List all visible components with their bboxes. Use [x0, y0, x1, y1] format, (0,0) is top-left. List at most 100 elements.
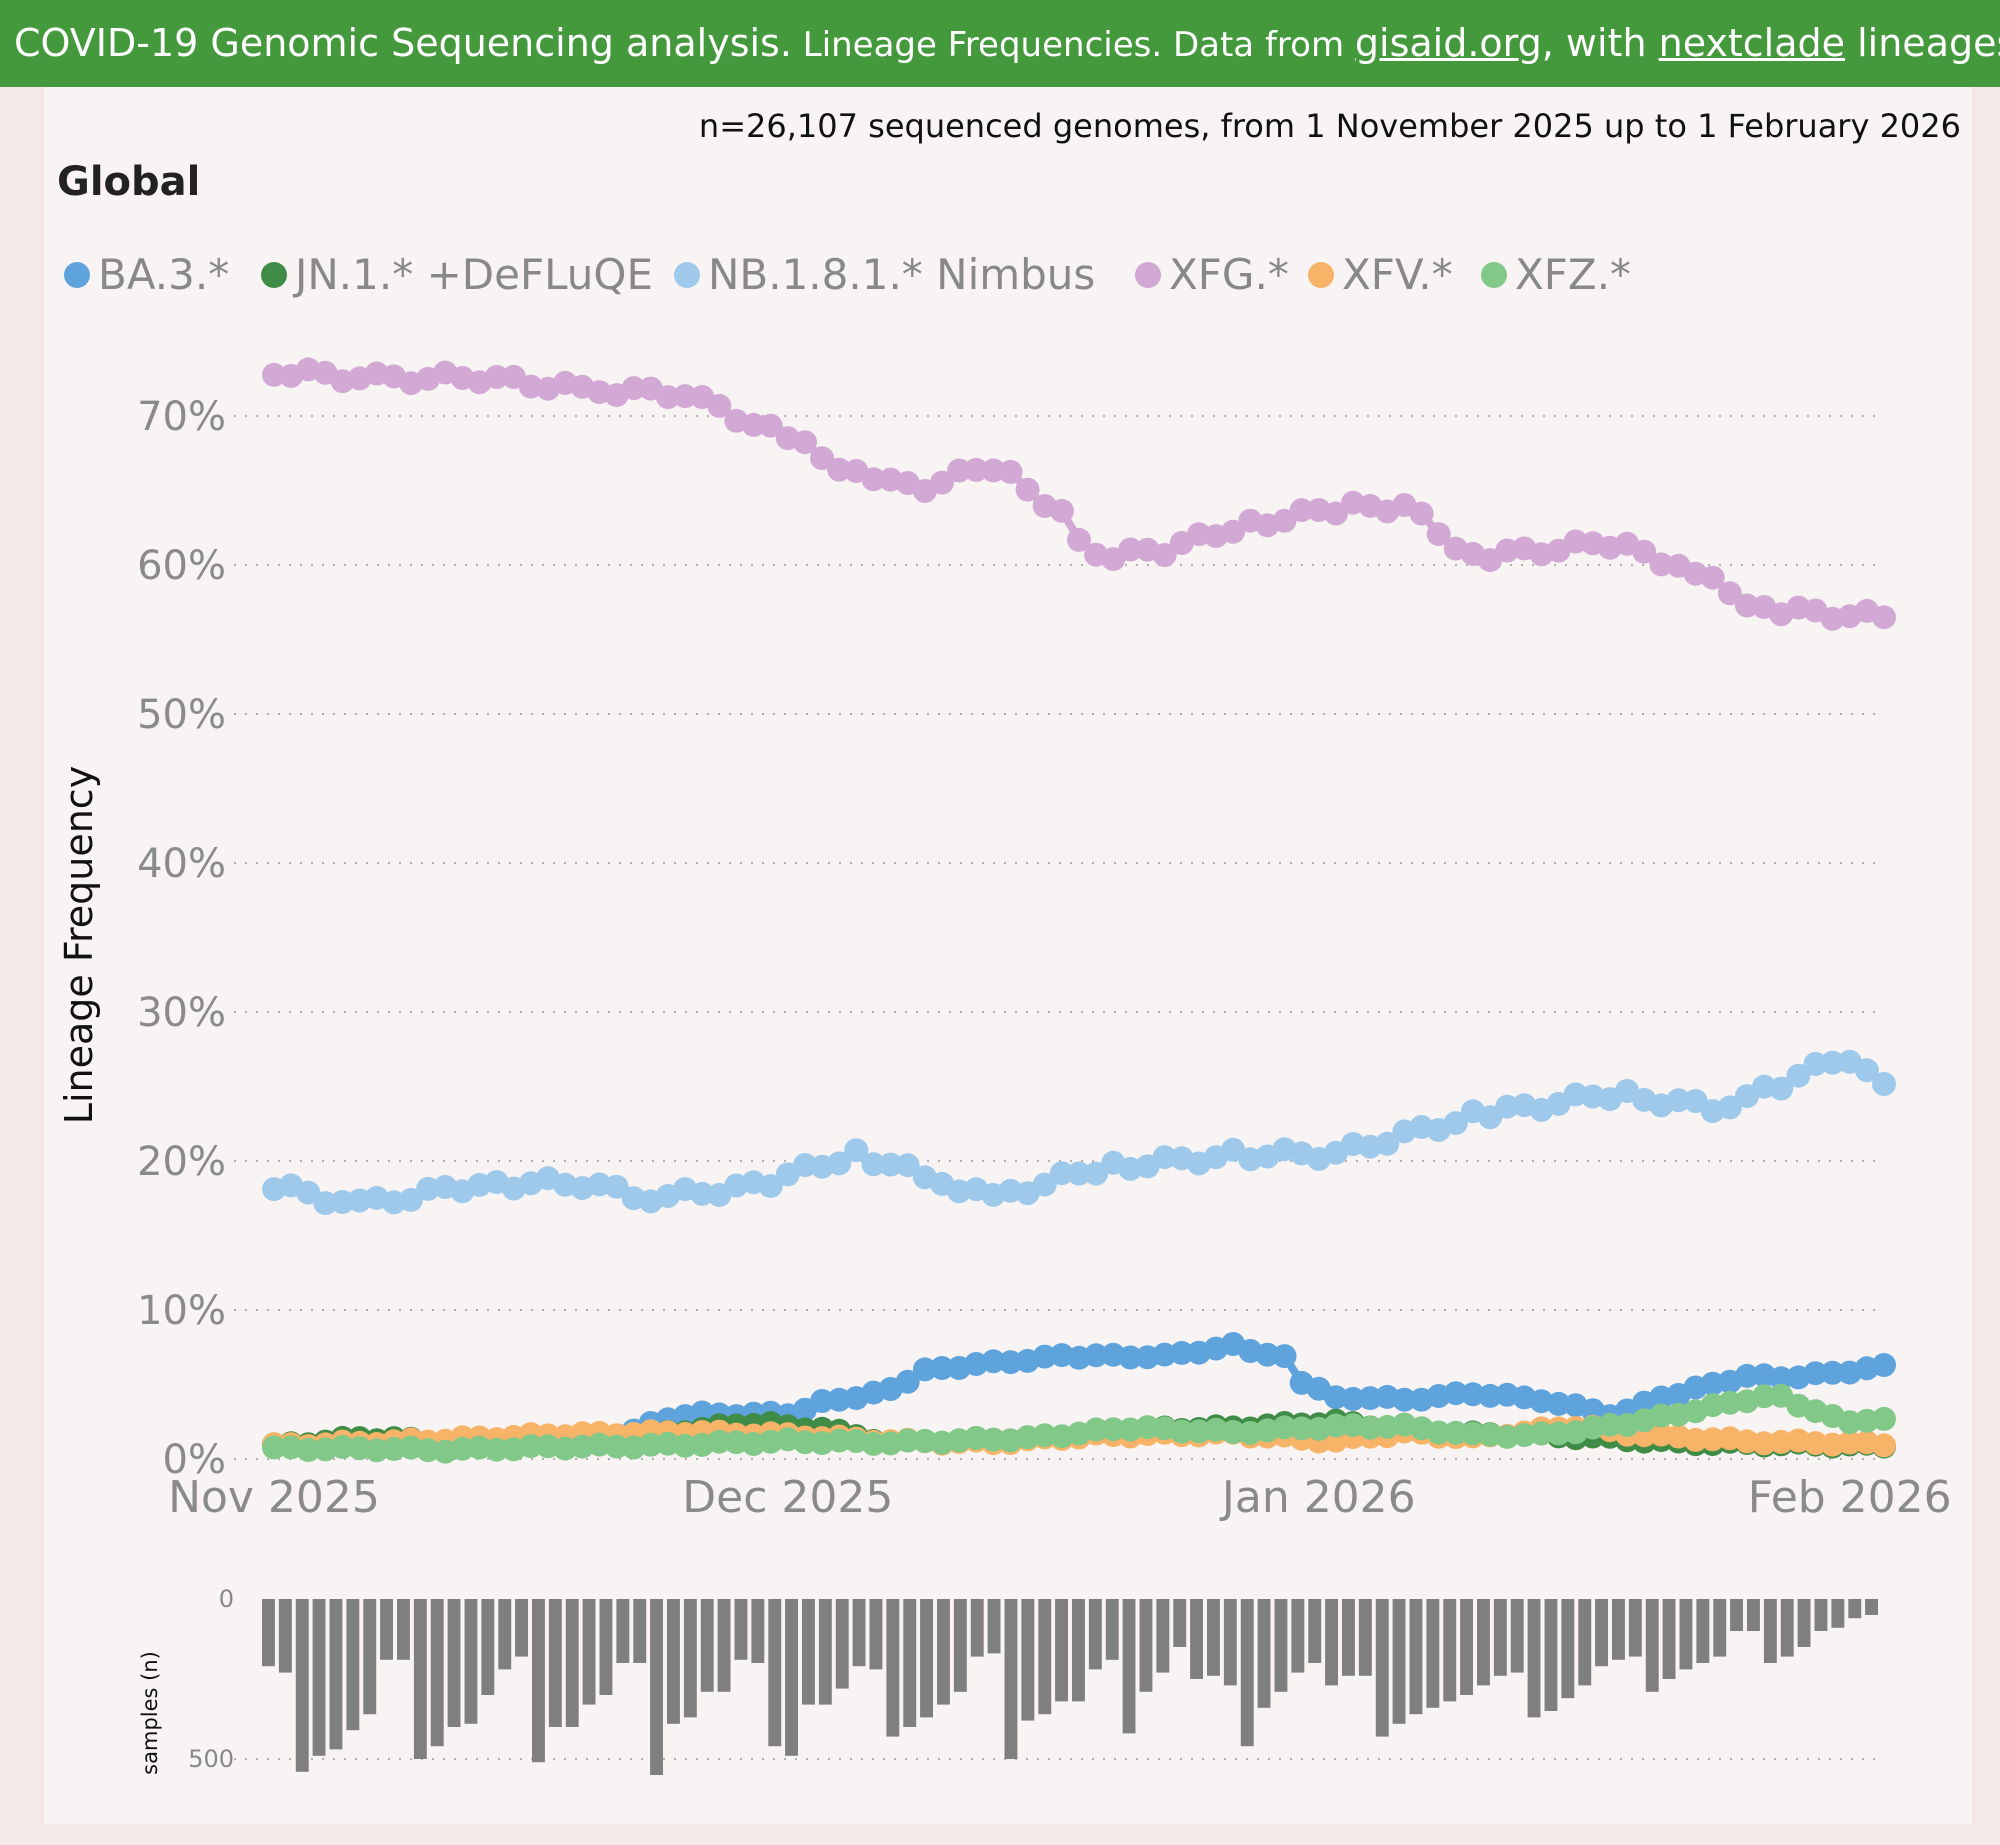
sample-bar [1375, 1599, 1389, 1737]
sample-bar [785, 1599, 798, 1756]
sample-bar [1156, 1599, 1170, 1673]
data-point [638, 1432, 663, 1457]
legend-item-xfg: XFG.* [1135, 250, 1289, 299]
sample-bar [751, 1599, 765, 1663]
data-point [1169, 1340, 1194, 1365]
sample-bar [498, 1599, 512, 1670]
data-point [1221, 519, 1246, 544]
sample-bar [1645, 1599, 1659, 1692]
lineage-frequency-chart: n=26,107 sequenced genomes, from 1 Novem… [57, 107, 1961, 1775]
sample-bar [1561, 1599, 1575, 1699]
sample-bar [937, 1599, 950, 1705]
data-point [827, 1428, 852, 1453]
sample-bar [1477, 1599, 1490, 1686]
data-point [1152, 1145, 1177, 1170]
data-point [810, 1389, 835, 1413]
data-point [296, 1438, 321, 1462]
legend-marker [674, 262, 700, 288]
data-point [1375, 1131, 1400, 1156]
sample-bar [413, 1599, 427, 1759]
data-point [1598, 1412, 1622, 1437]
sample-bar [920, 1599, 933, 1718]
nextclade-link[interactable]: nextclade [1658, 21, 1846, 65]
sample-bar [903, 1599, 917, 1727]
data-point [741, 412, 766, 437]
data-point [1752, 1431, 1777, 1456]
sample-bar [1493, 1599, 1507, 1676]
data-point [1067, 1161, 1091, 1186]
sample-bar [1544, 1599, 1558, 1711]
data-point [810, 446, 835, 471]
legend-label: XFZ.* [1515, 250, 1631, 299]
data-point [1632, 539, 1657, 564]
sample-bar [1747, 1599, 1760, 1631]
legend: BA.3.* JN.1.* +DeFLuQE NB.1.8.1.* Nimbus XF… [64, 250, 1631, 299]
data-point [1118, 537, 1143, 562]
sample-bar [599, 1599, 613, 1695]
banner-text-2: , with [1541, 21, 1659, 65]
banner-text: Lineage Frequencies. Data from [791, 25, 1355, 65]
data-point [1152, 543, 1177, 567]
data-point [861, 467, 886, 492]
sample-bar [1122, 1599, 1136, 1734]
data-point [1872, 1406, 1896, 1431]
sample-bar [616, 1599, 630, 1663]
data-point [844, 1138, 869, 1163]
sample-bar [1173, 1599, 1187, 1647]
legend-marker [1481, 262, 1507, 288]
data-point [604, 1434, 629, 1459]
sample-bar [683, 1599, 697, 1718]
data-point [1546, 1421, 1571, 1446]
data-point [364, 1438, 389, 1463]
data-point [1358, 1386, 1383, 1411]
sample-bar [1072, 1599, 1085, 1702]
data-point [262, 1435, 286, 1460]
y-tick-label: 70% [137, 394, 226, 440]
sample-bar [734, 1599, 748, 1660]
data-point [1786, 1063, 1811, 1088]
series-layer [262, 357, 1896, 1464]
data-point [758, 413, 783, 438]
data-point [861, 1152, 886, 1177]
data-point [981, 1349, 1006, 1374]
sample-bar [1527, 1599, 1541, 1718]
sample-bar [1105, 1599, 1119, 1660]
sample-bar [1257, 1599, 1271, 1708]
sample-bar [667, 1599, 680, 1724]
data-point [1341, 1386, 1365, 1411]
data-point [1392, 1387, 1417, 1412]
sample-bar [1223, 1599, 1237, 1686]
sample-bar [1595, 1599, 1608, 1667]
data-point [1546, 1391, 1571, 1416]
sample-bar [1831, 1599, 1845, 1628]
series-line [273, 365, 1886, 623]
data-point [895, 1369, 920, 1394]
sample-bar [700, 1599, 714, 1692]
sample-bar [1342, 1599, 1355, 1676]
sample-bar [633, 1599, 647, 1663]
data-point [1872, 1433, 1896, 1458]
sample-bar [1628, 1599, 1642, 1657]
data-point [1443, 1111, 1468, 1136]
data-point [1443, 1381, 1468, 1406]
samples-tick-label: 0 [219, 1585, 234, 1613]
sample-bar [1004, 1599, 1018, 1759]
data-point [1820, 1050, 1845, 1075]
data-point [930, 470, 954, 495]
data-point [1084, 1417, 1109, 1442]
sample-bar [262, 1599, 275, 1667]
data-point [1752, 1384, 1777, 1409]
legend-label: JN.1.* +DeFLuQE [292, 250, 653, 299]
data-point [1323, 501, 1348, 526]
legend-item-xfz: XFZ.* [1481, 250, 1631, 299]
sample-bar [1291, 1599, 1305, 1673]
sample-bar [1392, 1599, 1406, 1724]
gisaid-link[interactable]: gisaid.org [1354, 21, 1542, 65]
y-tick-label: 30% [137, 990, 226, 1036]
data-point [1032, 1172, 1057, 1197]
data-point [1460, 1421, 1485, 1446]
sample-bar [1088, 1599, 1102, 1670]
sample-bar [1358, 1599, 1372, 1676]
data-point [1032, 1423, 1057, 1448]
y-tick-label: 0% [163, 1437, 226, 1483]
